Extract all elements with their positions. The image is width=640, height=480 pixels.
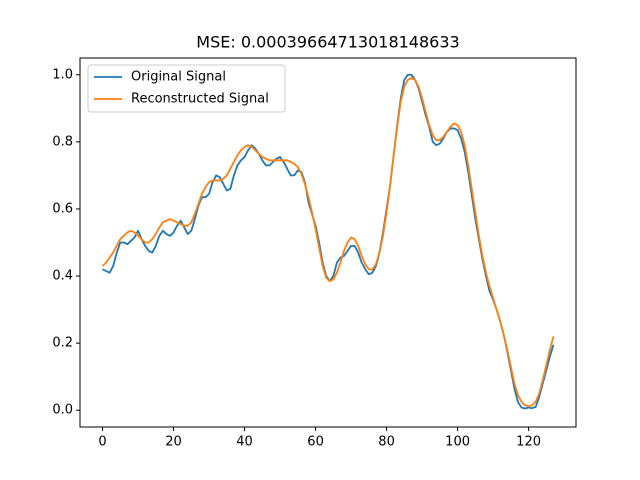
x-tick-label: 60: [307, 435, 324, 450]
axes-frame: [79, 57, 577, 428]
y-tick-label: 0.8: [52, 134, 73, 149]
x-tick-label: 100: [445, 435, 470, 450]
legend-label: Original Signal: [131, 70, 226, 85]
chart-title: MSE: 0.00039664713018148633: [196, 33, 459, 52]
x-tick-label: 0: [98, 435, 106, 450]
legend-label: Reconstructed Signal: [131, 92, 269, 107]
y-tick-label: 0.6: [52, 201, 73, 216]
x-tick-label: 40: [236, 435, 253, 450]
y-tick-label: 0.2: [52, 336, 73, 351]
legend-box: [87, 64, 286, 113]
x-tick-label: 80: [378, 435, 395, 450]
y-tick-label: 0.4: [52, 269, 73, 284]
y-tick-label: 0.0: [52, 403, 73, 418]
series-line: [101, 77, 555, 408]
x-tick-label: 20: [165, 435, 182, 450]
y-tick-label: 1.0: [52, 67, 73, 82]
x-tick-label: 120: [516, 435, 541, 450]
